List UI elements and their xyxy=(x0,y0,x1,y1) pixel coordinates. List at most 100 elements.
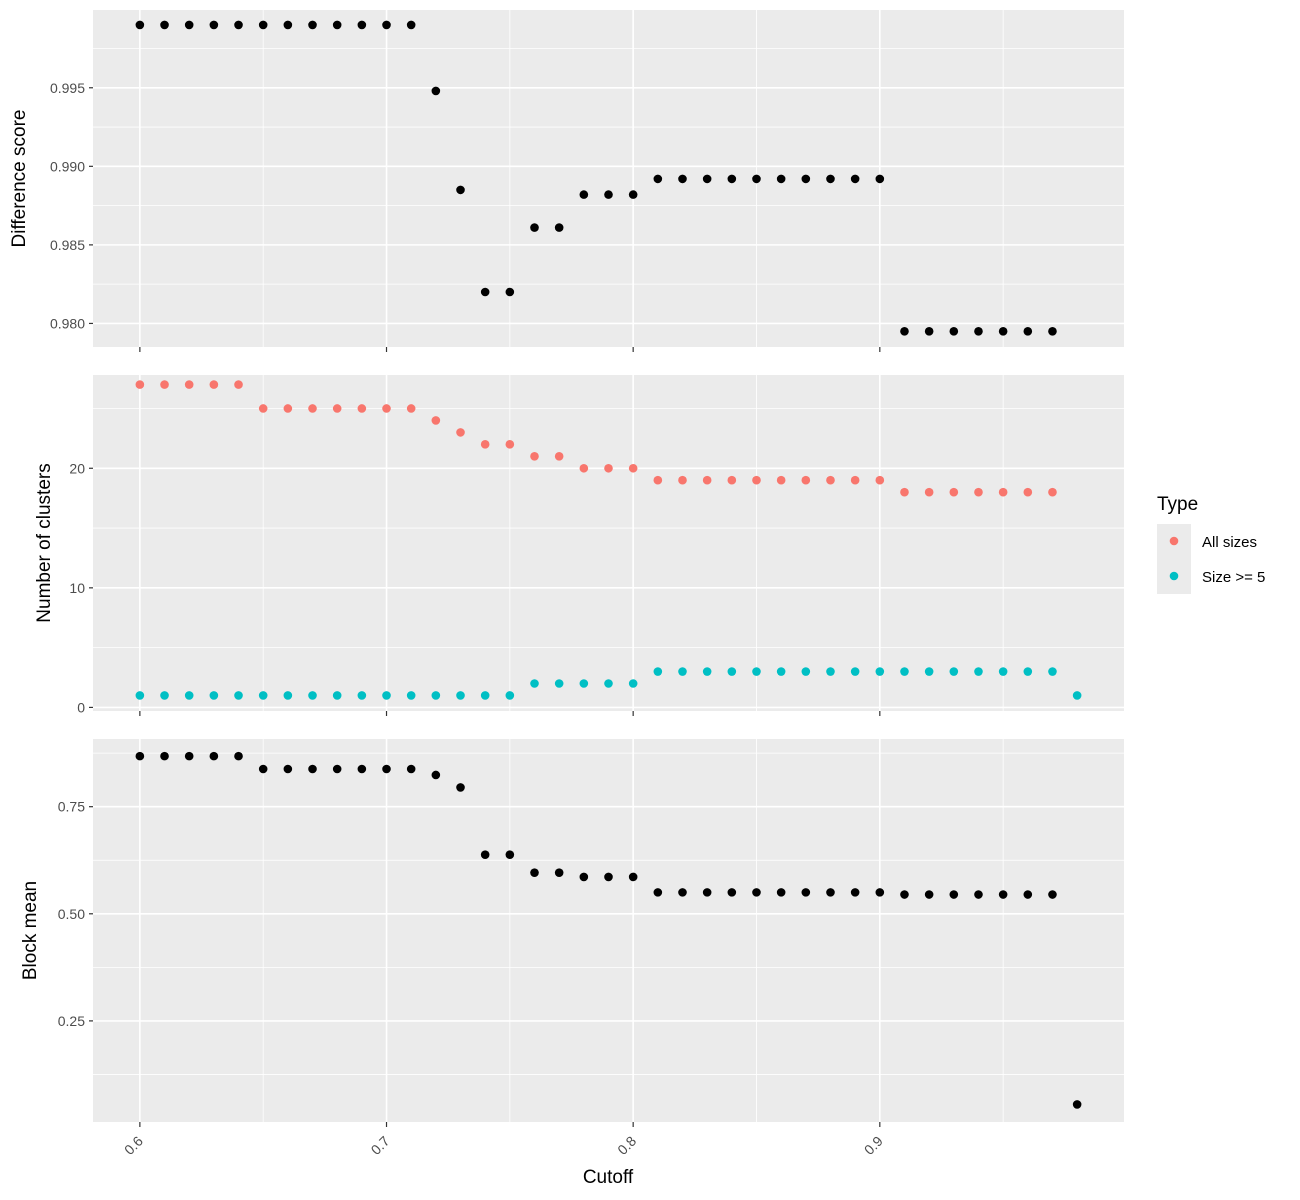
y-axis-title: Block mean xyxy=(20,881,41,980)
legend: Type All sizes Size >= 5 xyxy=(1157,494,1265,594)
x-tick-label: 0.9 xyxy=(861,1133,886,1158)
data-point xyxy=(949,487,959,497)
data-point xyxy=(160,20,169,30)
data-point xyxy=(875,667,885,676)
data-point xyxy=(628,190,638,199)
data-point xyxy=(801,475,811,485)
data-point xyxy=(332,764,342,774)
data-point xyxy=(653,667,663,676)
data-point xyxy=(505,440,515,449)
data-point xyxy=(628,872,638,882)
data-point xyxy=(727,174,737,184)
data-point xyxy=(579,872,589,882)
data-point xyxy=(283,20,293,30)
data-point xyxy=(184,20,194,30)
panel-background xyxy=(93,10,1124,347)
data-point xyxy=(604,190,613,199)
data-point xyxy=(850,475,860,485)
legend-title: Type xyxy=(1157,494,1198,515)
data-point xyxy=(283,764,293,774)
data-point xyxy=(382,691,391,700)
data-point xyxy=(924,487,934,497)
y-axis-title: Difference score xyxy=(9,110,30,248)
x-tick-label: 0.7 xyxy=(368,1133,393,1158)
data-point xyxy=(160,380,169,389)
data-point xyxy=(505,850,515,859)
data-point xyxy=(308,691,317,700)
data-point xyxy=(801,174,811,184)
data-point xyxy=(875,174,885,184)
data-point xyxy=(431,416,441,425)
data-point xyxy=(209,691,219,700)
data-point xyxy=(924,667,934,676)
data-point xyxy=(234,380,243,389)
panel-2: 0 10 20 Number of clusters xyxy=(34,375,1124,716)
data-point xyxy=(900,667,909,676)
x-axis-title: Cutoff xyxy=(583,1167,634,1188)
data-point xyxy=(530,223,539,232)
data-point xyxy=(1023,326,1033,336)
data-point xyxy=(530,452,539,461)
data-point xyxy=(900,326,909,336)
data-point xyxy=(727,888,737,897)
data-point xyxy=(530,679,539,688)
data-point xyxy=(776,888,786,897)
y-tick-label: 0.985 xyxy=(50,237,85,253)
legend-label-all-sizes: All sizes xyxy=(1202,534,1257,551)
data-point xyxy=(752,888,761,897)
data-point xyxy=(826,667,835,676)
data-point xyxy=(776,667,786,676)
data-point xyxy=(480,287,490,297)
data-point xyxy=(283,404,293,413)
data-point xyxy=(135,20,145,30)
data-point xyxy=(234,751,243,761)
data-point xyxy=(678,174,687,184)
data-point xyxy=(431,86,441,96)
data-point xyxy=(998,487,1008,497)
data-point xyxy=(382,764,391,774)
data-point xyxy=(209,380,219,389)
data-point xyxy=(998,667,1008,676)
data-point xyxy=(456,428,465,437)
data-point xyxy=(332,404,342,413)
data-point xyxy=(283,691,293,700)
data-point xyxy=(924,890,934,899)
data-point xyxy=(357,764,367,774)
data-point xyxy=(135,751,145,761)
x-tick-label: 0.6 xyxy=(121,1133,146,1158)
y-tick-label: 20 xyxy=(69,460,85,476)
y-tick-label: 10 xyxy=(69,580,85,596)
data-point xyxy=(826,475,835,485)
data-point xyxy=(406,20,416,30)
data-point xyxy=(357,20,367,30)
data-point xyxy=(752,667,761,676)
data-point xyxy=(900,487,909,497)
data-point xyxy=(850,667,860,676)
panels: 0.980 0.985 0.990 0.995 Difference score 0 10 2… xyxy=(9,10,1124,1127)
data-point xyxy=(308,764,317,774)
data-point xyxy=(1048,487,1057,497)
data-point xyxy=(505,287,515,297)
data-point xyxy=(184,380,194,389)
data-point xyxy=(875,475,885,485)
panel-1: 0.980 0.985 0.990 0.995 Difference score xyxy=(9,10,1124,352)
data-point xyxy=(406,764,416,774)
data-point xyxy=(234,691,243,700)
data-point xyxy=(702,174,712,184)
data-point xyxy=(258,404,268,413)
data-point xyxy=(258,764,268,774)
data-point xyxy=(258,691,268,700)
y-tick-label: 0.75 xyxy=(58,799,85,815)
data-point xyxy=(135,380,145,389)
data-point xyxy=(826,888,835,897)
data-point xyxy=(209,20,219,30)
legend-label-size-ge-5: Size >= 5 xyxy=(1202,569,1265,586)
data-point xyxy=(234,20,243,30)
data-point xyxy=(974,667,983,676)
x-axis: 0.6 0.7 0.8 0.9 xyxy=(121,1133,886,1158)
legend-key-size-ge-5 xyxy=(1169,571,1179,581)
data-point xyxy=(160,691,169,700)
series-2 xyxy=(135,667,1082,700)
data-point xyxy=(678,667,687,676)
data-point xyxy=(1048,890,1057,899)
